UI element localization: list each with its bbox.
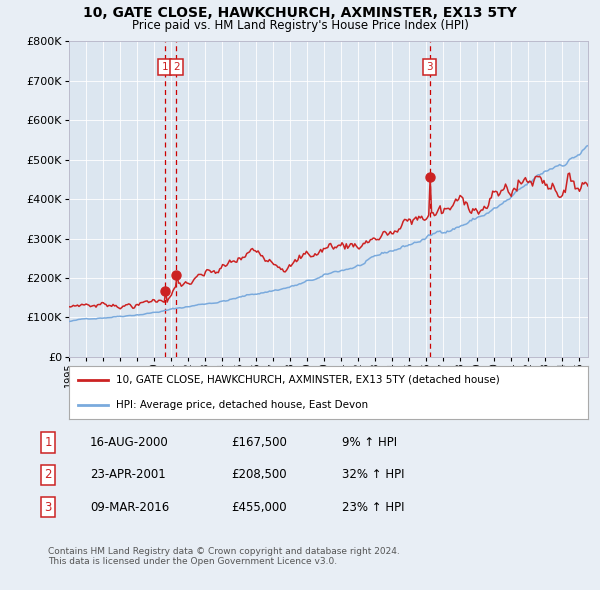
Text: Contains HM Land Registry data © Crown copyright and database right 2024.: Contains HM Land Registry data © Crown c… xyxy=(48,547,400,556)
Text: 1: 1 xyxy=(161,62,168,72)
Text: 3: 3 xyxy=(44,501,52,514)
Text: 32% ↑ HPI: 32% ↑ HPI xyxy=(342,468,404,481)
Text: This data is licensed under the Open Government Licence v3.0.: This data is licensed under the Open Gov… xyxy=(48,558,337,566)
Text: 23-APR-2001: 23-APR-2001 xyxy=(90,468,166,481)
Text: 09-MAR-2016: 09-MAR-2016 xyxy=(90,501,169,514)
Text: 16-AUG-2000: 16-AUG-2000 xyxy=(90,436,169,449)
Text: £167,500: £167,500 xyxy=(231,436,287,449)
Text: £208,500: £208,500 xyxy=(231,468,287,481)
Text: 2: 2 xyxy=(173,62,179,72)
Text: 1: 1 xyxy=(44,436,52,449)
Text: 10, GATE CLOSE, HAWKCHURCH, AXMINSTER, EX13 5TY (detached house): 10, GATE CLOSE, HAWKCHURCH, AXMINSTER, E… xyxy=(116,375,499,385)
Text: 3: 3 xyxy=(426,62,433,72)
Text: 2: 2 xyxy=(44,468,52,481)
Text: £455,000: £455,000 xyxy=(231,501,287,514)
Text: 9% ↑ HPI: 9% ↑ HPI xyxy=(342,436,397,449)
Text: Price paid vs. HM Land Registry's House Price Index (HPI): Price paid vs. HM Land Registry's House … xyxy=(131,19,469,32)
Text: 10, GATE CLOSE, HAWKCHURCH, AXMINSTER, EX13 5TY: 10, GATE CLOSE, HAWKCHURCH, AXMINSTER, E… xyxy=(83,6,517,20)
Text: 23% ↑ HPI: 23% ↑ HPI xyxy=(342,501,404,514)
Text: HPI: Average price, detached house, East Devon: HPI: Average price, detached house, East… xyxy=(116,400,368,410)
